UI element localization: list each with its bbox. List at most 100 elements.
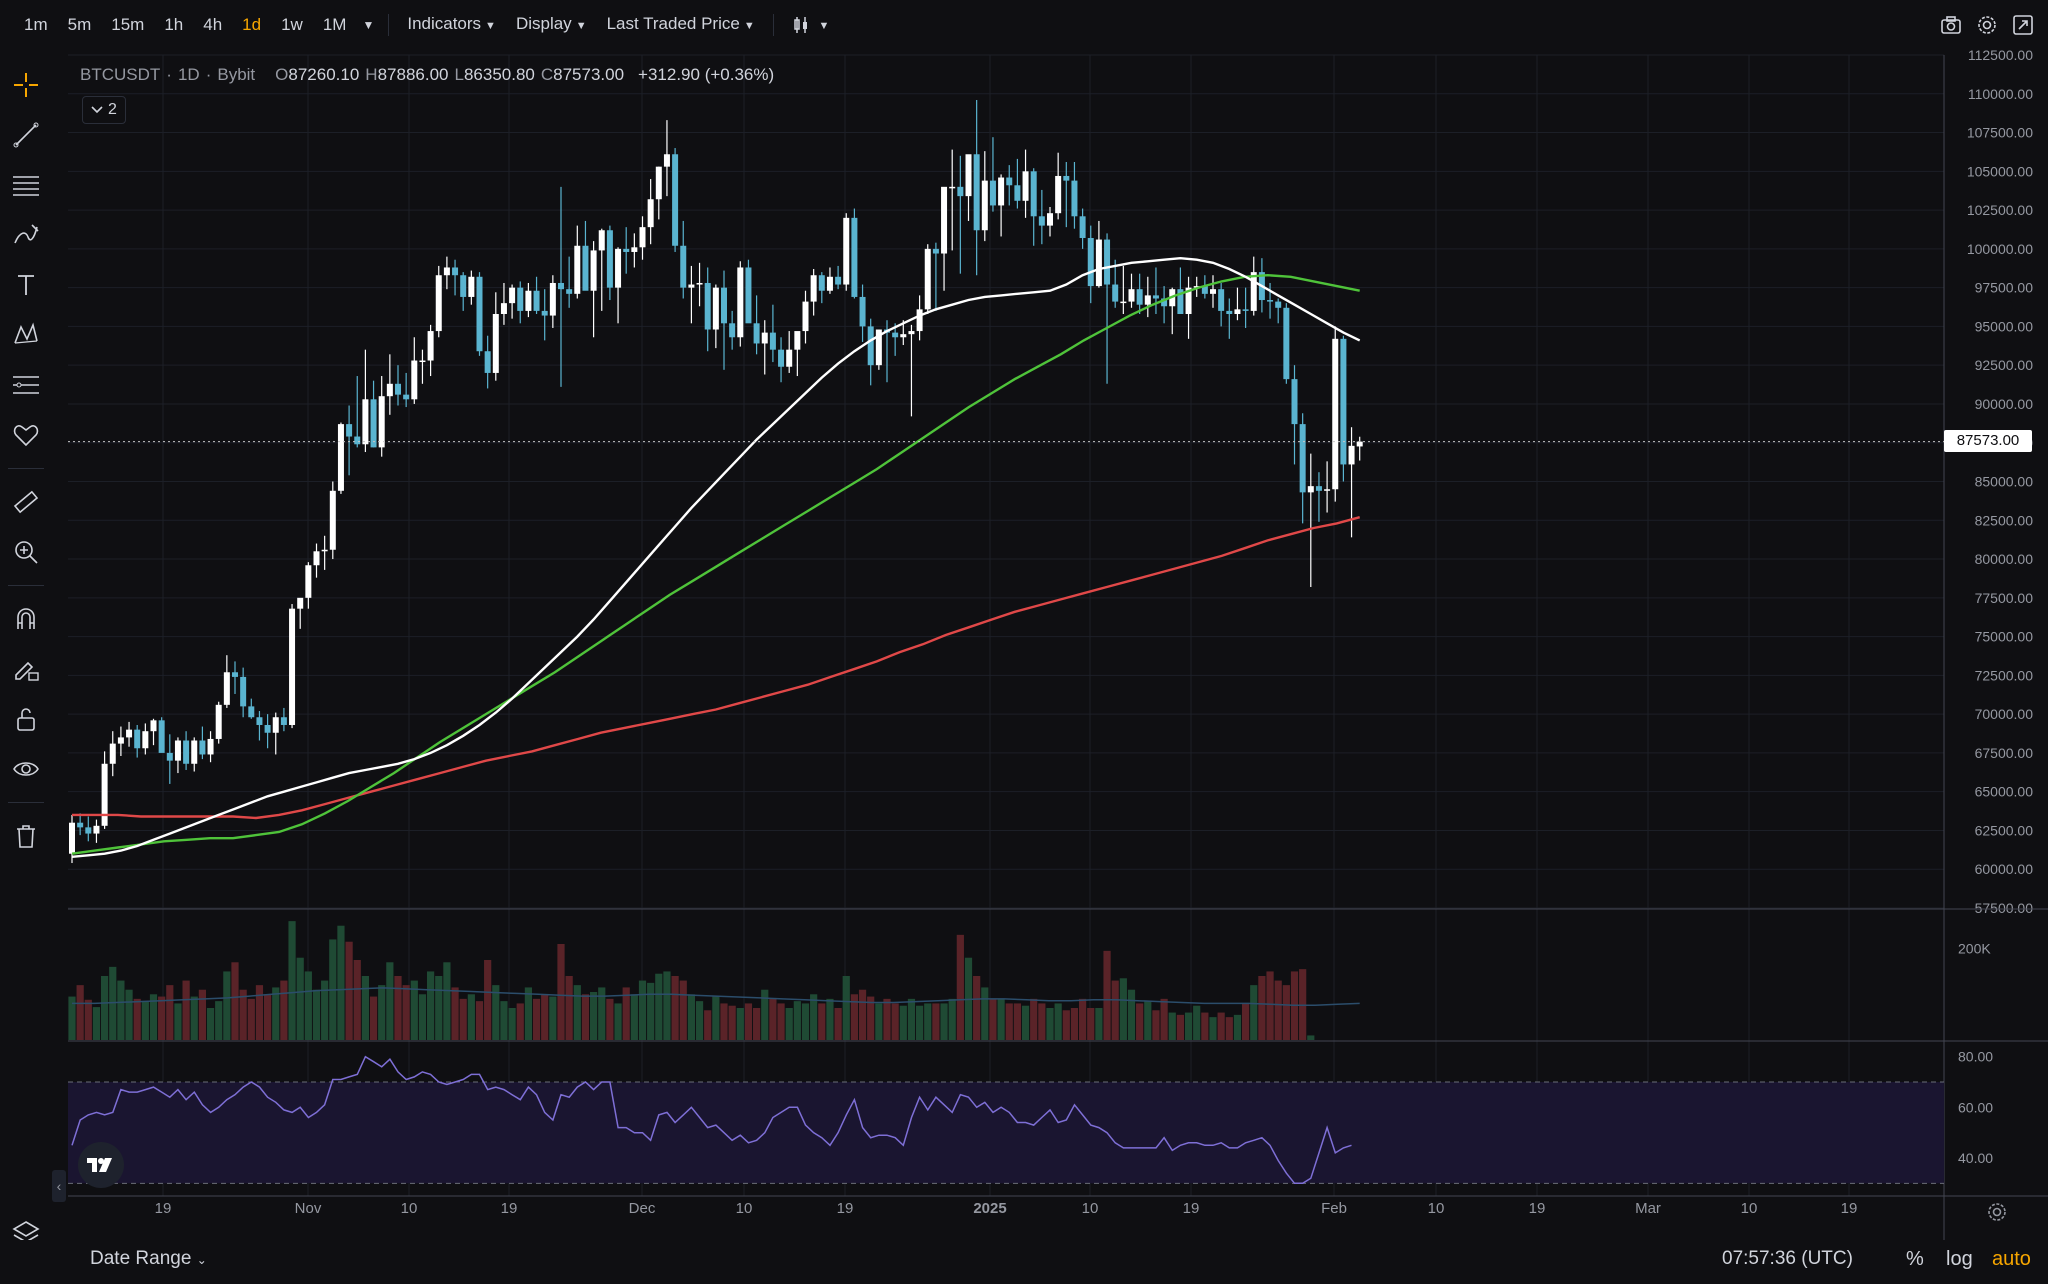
volume-bar: [280, 980, 288, 1040]
favorites-tool[interactable]: [0, 410, 52, 460]
horizontal-lines-tool[interactable]: [0, 160, 52, 210]
timeframe-1d[interactable]: 1d: [242, 15, 262, 34]
time-tick-label: 10: [1741, 1200, 1758, 1217]
time-tick-label: 19: [1841, 1200, 1858, 1217]
pattern-tool[interactable]: [0, 310, 52, 360]
date-range-button[interactable]: Date Range ⌄: [90, 1248, 207, 1269]
volume-bar: [695, 1001, 704, 1040]
visibility-tool[interactable]: [0, 744, 52, 794]
candle-up: [647, 199, 654, 228]
brush-tool[interactable]: [0, 210, 52, 260]
volume-bar: [932, 1003, 940, 1040]
volume-bar: [435, 976, 443, 1040]
volume-bar: [614, 1003, 622, 1040]
candle-down: [256, 717, 263, 725]
price-tick-label: 105000.00: [1967, 163, 2033, 179]
candle-down: [1087, 238, 1094, 287]
timeframe-1w[interactable]: 1w: [281, 15, 303, 34]
candle-down: [989, 180, 996, 206]
log-scale-button[interactable]: log: [1946, 1248, 1973, 1270]
volume-bar: [679, 980, 687, 1040]
volume-bar: [158, 996, 166, 1040]
magnet-tool[interactable]: [0, 594, 52, 644]
candle-down: [818, 275, 825, 291]
timeframe-15m[interactable]: 15m: [111, 15, 145, 34]
lock-tool[interactable]: [0, 694, 52, 744]
price-tick-label: 70000.00: [1975, 706, 2034, 722]
candle-up: [965, 154, 972, 197]
volume-bar: [1103, 950, 1111, 1040]
time-tick-label: 19: [1183, 1200, 1200, 1217]
toolbar-divider: [388, 14, 390, 36]
volume-bar: [1160, 998, 1168, 1040]
timeframe-1M[interactable]: 1M: [322, 15, 347, 34]
magnet-icon: [17, 608, 35, 629]
tradingview-logo[interactable]: [78, 1142, 124, 1188]
candle-down: [582, 245, 589, 291]
measure-lines-tool[interactable]: [0, 360, 52, 410]
candle-down: [1299, 424, 1306, 493]
candle-down: [1242, 309, 1249, 311]
lock-drawings-pencil-tool[interactable]: [0, 644, 52, 694]
time-tick-label: Mar: [1635, 1200, 1661, 1217]
candle-down: [1218, 289, 1225, 311]
candle-down: [973, 154, 980, 231]
candle-up: [655, 166, 662, 200]
collapse-panel-button[interactable]: ‹: [52, 1170, 66, 1202]
symbol-name[interactable]: BTCUSDT: [80, 65, 161, 84]
percent-scale-button[interactable]: %: [1906, 1248, 1924, 1270]
timeframe-1m[interactable]: 1m: [24, 15, 48, 34]
volume-bar: [736, 1008, 744, 1040]
auto-scale-button[interactable]: auto: [1992, 1248, 2031, 1270]
timeframe-1h[interactable]: 1h: [164, 15, 184, 34]
zoom-tool[interactable]: [0, 527, 52, 577]
time-tick-label: Nov: [295, 1200, 322, 1217]
candle-up: [297, 597, 304, 609]
price-source-button[interactable]: Last Traded Price ▼: [606, 14, 755, 33]
candle-up: [126, 729, 133, 738]
volume-bar: [1062, 1010, 1070, 1040]
camera-icon[interactable]: [1940, 15, 1962, 35]
tradingview-logo-icon: [87, 1158, 112, 1172]
price-tick-label: 77500.00: [1975, 590, 2034, 606]
candle-down: [199, 740, 206, 755]
timeframe-4h[interactable]: 4h: [203, 15, 223, 34]
delete-tool[interactable]: [0, 811, 52, 861]
utc-clock[interactable]: 07:57:36 (UTC): [1722, 1248, 1853, 1269]
interval-label: 1D: [177, 65, 200, 84]
candle-up: [1120, 301, 1127, 304]
candle-up: [435, 275, 442, 332]
crosshair-tool[interactable]: [0, 60, 52, 110]
candle-up: [1144, 295, 1151, 305]
fullscreen-icon[interactable]: [2012, 14, 2034, 36]
candle-up: [215, 704, 222, 739]
high-value-group: H87886.00: [365, 65, 449, 84]
ruler-tool[interactable]: [0, 477, 52, 527]
volume-bar: [1038, 1003, 1046, 1040]
chart-type-button[interactable]: ▼: [782, 0, 840, 51]
timeframe-dropdown-chevron-icon[interactable]: ▼: [362, 18, 375, 32]
indicators-legend-toggle[interactable]: 2: [82, 96, 126, 124]
volume-bar: [484, 960, 492, 1040]
timeframe-5m[interactable]: 5m: [67, 15, 92, 34]
volume-bar: [1152, 1010, 1160, 1040]
candle-up: [1324, 489, 1331, 491]
volume-bar: [516, 1003, 524, 1040]
display-button[interactable]: Display ▼: [515, 14, 587, 33]
candle-up: [826, 276, 833, 291]
low-value-group: L86350.80: [454, 65, 535, 84]
trendline-tool[interactable]: [0, 110, 52, 160]
volume-bar: [321, 980, 329, 1040]
indicators-button[interactable]: Indicators ▼: [407, 14, 496, 33]
candle-down: [1014, 185, 1021, 201]
candle-up: [1210, 289, 1216, 294]
candle-down: [346, 424, 353, 437]
brush-icon: [14, 224, 39, 244]
tool-divider: [8, 802, 44, 803]
chart-settings-gear-icon[interactable]: [1985, 1200, 2009, 1224]
candle-down: [166, 752, 173, 761]
text-tool[interactable]: [0, 260, 52, 310]
volume-bar: [1242, 1003, 1250, 1040]
gear-icon[interactable]: [1976, 14, 1998, 36]
